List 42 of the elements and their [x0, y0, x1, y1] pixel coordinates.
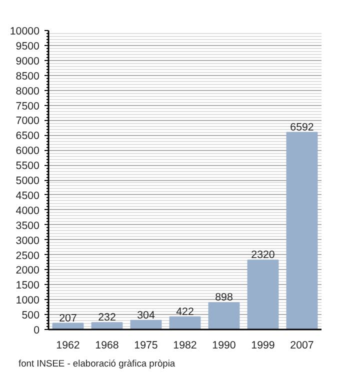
- x-tick-label: 1975: [134, 340, 158, 352]
- bar: [130, 320, 162, 330]
- y-tick-label: 500: [22, 310, 40, 322]
- y-tick-label: 1500: [16, 280, 40, 292]
- text: font INSEE - elaboració gràfica pròpia: [18, 358, 176, 368]
- y-tick-label: 6000: [16, 145, 40, 158]
- y-tick-label: 0: [34, 324, 40, 336]
- data-label: 207: [59, 312, 77, 324]
- data-label: 304: [137, 309, 155, 322]
- data-label: 6592: [290, 121, 314, 134]
- data-label: 898: [215, 292, 233, 304]
- y-tick-label: 9500: [16, 40, 40, 52]
- y-tick-label: 7000: [16, 115, 40, 128]
- y-tick-label: 6500: [16, 130, 40, 142]
- y-tick-label: 9000: [16, 55, 40, 68]
- bar: [247, 260, 279, 330]
- data-label: 422: [176, 306, 194, 318]
- bar: [169, 316, 201, 330]
- x-tick-label: 1990: [212, 340, 236, 352]
- y-tick-label: 4000: [16, 204, 40, 217]
- y-tick-label: 3500: [16, 220, 40, 232]
- y-tick-label: 8500: [16, 70, 40, 82]
- data-label: 232: [98, 312, 116, 324]
- x-tick-label: 1968: [95, 340, 119, 352]
- data-label: 2320: [251, 249, 275, 262]
- x-tick-label: 1982: [173, 340, 197, 352]
- y-tick-label: 1000: [16, 294, 40, 307]
- y-tick-label: 3000: [16, 234, 40, 247]
- y-tick-label: 5500: [16, 160, 40, 172]
- y-tick-label: 10000: [10, 26, 40, 38]
- bar: [286, 132, 318, 330]
- y-tick-label: 4500: [16, 190, 40, 202]
- bar: [91, 322, 123, 330]
- x-tick-label: 2007: [290, 340, 314, 352]
- y-tick-label: 5000: [16, 175, 40, 187]
- y-tick-label: 7500: [16, 100, 40, 112]
- y-tick-label: 8000: [16, 85, 40, 98]
- bar: [208, 302, 240, 330]
- x-tick-label: 1999: [251, 340, 275, 352]
- y-tick-label: 2500: [16, 250, 40, 262]
- y-tick-label: 2000: [16, 264, 40, 277]
- x-tick-label: 1962: [56, 340, 80, 352]
